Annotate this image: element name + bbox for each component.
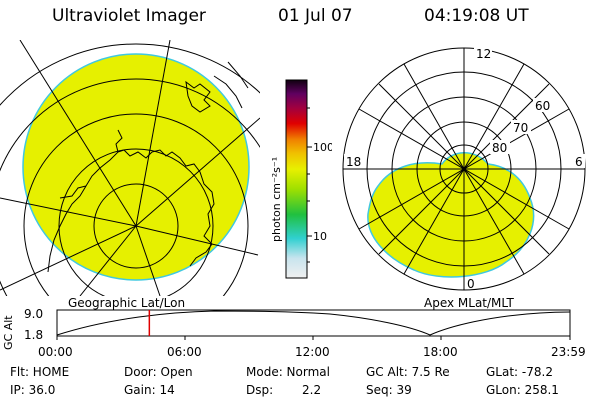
time-tick-label: 06:00 xyxy=(167,345,202,359)
glat-status: GLat: -78.2 xyxy=(486,365,553,379)
glon-status: GLon: 258.1 xyxy=(486,383,559,397)
mlt-6-label: 6 xyxy=(575,155,583,169)
geo-meridian xyxy=(19,40,137,227)
timeline-ylabel: GC Alt xyxy=(2,315,15,350)
geo-meridian xyxy=(135,225,259,256)
instrument-title: Ultraviolet Imager xyxy=(52,6,206,26)
mode-status: Mode: Normal xyxy=(246,365,330,379)
time-tick-label: 00:00 xyxy=(38,345,73,359)
geographic-map xyxy=(0,40,260,296)
geo-meridian xyxy=(135,225,161,296)
time-tick-label: 12:00 xyxy=(295,345,330,359)
gc-alt-status: GC Alt: 7.5 Re xyxy=(366,365,450,379)
ip-status: IP: 36.0 xyxy=(10,383,56,397)
label-bg xyxy=(533,98,553,112)
observation-date: 01 Jul 07 xyxy=(278,6,353,26)
geo-meridian xyxy=(0,197,137,227)
geo-meridian xyxy=(135,117,260,227)
geo-meridian xyxy=(79,225,137,296)
colorbar-gradient xyxy=(285,79,308,279)
polar-meridian xyxy=(358,108,570,230)
lat-60-label: 60 xyxy=(535,99,550,113)
label-bg xyxy=(573,154,585,168)
geo-meridian xyxy=(135,40,171,227)
seq-status: Seq: 39 xyxy=(366,383,412,397)
dsp-label: Dsp: xyxy=(246,383,274,397)
label-bg xyxy=(490,140,510,154)
gain-status: Gain: 14 xyxy=(124,383,175,397)
coastline xyxy=(47,61,249,273)
label-bg xyxy=(511,120,531,134)
geo-map-caption: Geographic Lat/Lon xyxy=(68,296,186,310)
dsp-value: 2.2 xyxy=(302,383,322,397)
label-bg xyxy=(344,154,364,168)
lat-80-label: 80 xyxy=(492,141,507,155)
geo-lat-circle xyxy=(0,78,260,296)
mlt-18-label: 18 xyxy=(346,155,361,169)
altitude-curve xyxy=(56,310,571,336)
label-bg xyxy=(474,46,492,60)
geo-lat-circle xyxy=(93,183,179,269)
polar-map-caption: Apex MLat/MLT xyxy=(424,296,514,310)
flight-status: Flt: HOME xyxy=(10,365,70,379)
aurora-fill-geo xyxy=(22,53,250,281)
timeline-ymax: 9.0 xyxy=(24,307,43,321)
door-status: Door: Open xyxy=(124,365,193,379)
geo-lat-circle xyxy=(23,113,249,296)
aurora-fill-polar xyxy=(367,152,535,278)
mlt-12-label: 12 xyxy=(476,47,491,61)
time-tick-label: 23:59 xyxy=(551,345,586,359)
mlt-0-label: 0 xyxy=(467,277,475,291)
timeline-ymin: 1.8 xyxy=(24,328,43,342)
colorbar-label-10: 10 xyxy=(313,230,327,243)
geo-lat-circle xyxy=(58,148,214,296)
colorbar: 100 10 photon cm⁻²s⁻¹ xyxy=(270,79,332,279)
observation-time: 04:19:08 UT xyxy=(424,6,529,26)
polar-map: 12 18 6 0 60 70 80 xyxy=(342,46,586,291)
timeline-frame xyxy=(56,309,571,337)
colorbar-label-100: 100 xyxy=(313,141,332,154)
colorbar-unit-label: photon cm⁻²s⁻¹ xyxy=(270,157,283,242)
geo-lat-circle xyxy=(0,43,260,106)
orbit-timeline: GC Alt 9.0 1.8 xyxy=(2,307,571,350)
time-tick-label: 18:00 xyxy=(423,345,458,359)
geo-meridian xyxy=(0,225,137,291)
lat-70-label: 70 xyxy=(513,121,528,135)
